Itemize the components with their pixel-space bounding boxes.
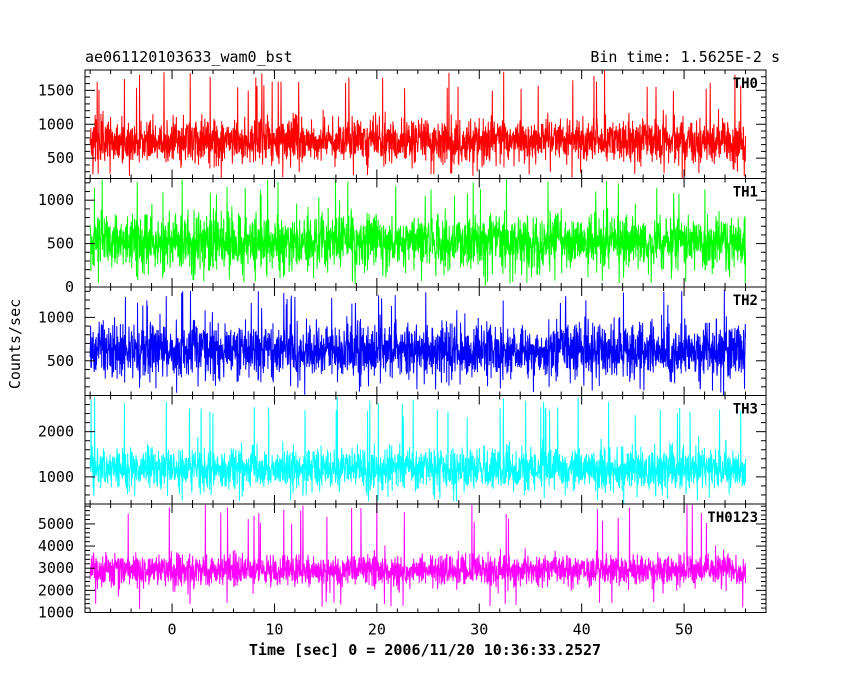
y-tick-label: 0	[65, 278, 74, 296]
y-tick-label: 1000	[38, 191, 74, 209]
x-tick-label: 40	[573, 621, 591, 639]
series-line-th2	[89, 289, 747, 396]
observation-title: ae061120103633_wam0_bst	[85, 48, 293, 66]
panel-frame	[84, 395, 767, 505]
y-tick-label: 3000	[38, 559, 74, 577]
series-label-th1: TH1	[733, 185, 758, 201]
panel-th3: 1000 2000 TH3	[38, 395, 767, 505]
series-line-th0123	[89, 504, 747, 609]
series-label-th0: TH0	[733, 76, 758, 92]
series-label-th2: TH2	[733, 293, 758, 309]
panel-th2: 500 1000 TH2	[38, 286, 767, 396]
series-line-th3	[89, 397, 747, 504]
panel-th0123: 1000 2000 3000 4000 5000 TH0123 0 10 20 30 40 50	[38, 503, 767, 639]
series-line-th0	[89, 70, 747, 179]
y-tick-label: 1000	[38, 468, 74, 486]
x-axis-label: Time [sec] 0 = 2006/11/20 10:36:33.2527	[249, 641, 601, 659]
series-label-th3: TH3	[733, 402, 758, 418]
panel-th1: 0 500 1000 TH1	[38, 178, 767, 296]
y-tick-label: 2000	[38, 423, 74, 441]
series-line-th1	[89, 178, 747, 286]
y-tick-label: 500	[47, 352, 74, 370]
panel-frame	[84, 503, 767, 613]
y-tick-label: 5000	[38, 515, 74, 533]
series-label-th0123: TH0123	[707, 510, 758, 526]
y-tick-label: 4000	[38, 537, 74, 555]
bin-time-label: Bin time: 1.5625E-2 s	[590, 48, 780, 66]
y-tick-label: 1500	[38, 81, 74, 99]
x-tick-label: 20	[368, 621, 386, 639]
y-tick-label: 500	[47, 149, 74, 167]
y-tick-label: 1000	[38, 308, 74, 326]
x-tick-label: 30	[470, 621, 488, 639]
y-tick-label: 1000	[38, 604, 74, 622]
x-tick-label: 0	[168, 621, 177, 639]
y-axis-label: Counts/sec	[6, 299, 24, 389]
x-tick-label: 50	[675, 621, 693, 639]
y-tick-label: 2000	[38, 581, 74, 599]
panel-th0: 500 1000 1500 TH0	[38, 69, 767, 179]
x-tick-label: 10	[265, 621, 283, 639]
y-tick-label: 1000	[38, 115, 74, 133]
y-tick-label: 500	[47, 235, 74, 253]
